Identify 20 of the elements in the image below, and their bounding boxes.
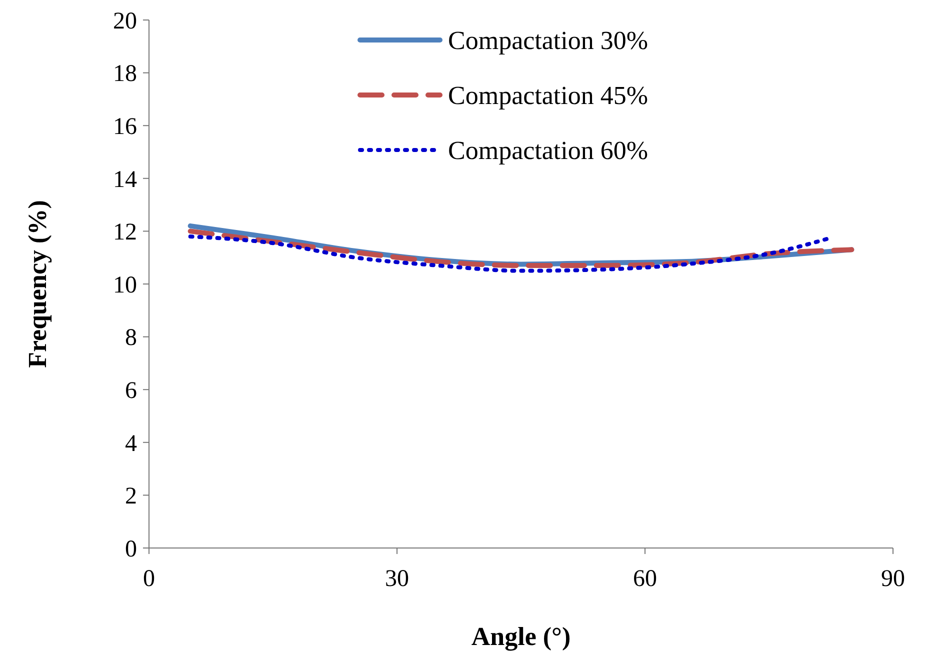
legend-label: Compactation 45%	[448, 81, 648, 110]
y-tick-label: 0	[125, 536, 137, 562]
x-axis-title: Angle (°)	[471, 622, 571, 651]
y-axis-title: Frequency (%)	[23, 200, 52, 368]
x-tick-label: 30	[385, 566, 409, 592]
legend-label: Compactation 30%	[448, 26, 648, 56]
x-tick-label: 60	[633, 566, 657, 592]
y-tick-label: 4	[125, 430, 137, 457]
y-tick-label: 2	[125, 484, 137, 510]
x-tick-label: 90	[881, 566, 905, 592]
y-tick-label: 18	[113, 61, 137, 88]
y-tick-label: 20	[113, 8, 137, 34]
y-tick-label: 12	[113, 220, 137, 246]
y-tick-label: 6	[125, 378, 137, 404]
y-tick-label: 10	[113, 272, 137, 298]
y-tick-label: 16	[113, 114, 137, 140]
x-tick-label: 0	[143, 566, 155, 592]
y-tick-label: 8	[125, 325, 137, 352]
legend-label: Compactation 60%	[448, 136, 648, 166]
y-tick-label: 14	[113, 166, 137, 193]
